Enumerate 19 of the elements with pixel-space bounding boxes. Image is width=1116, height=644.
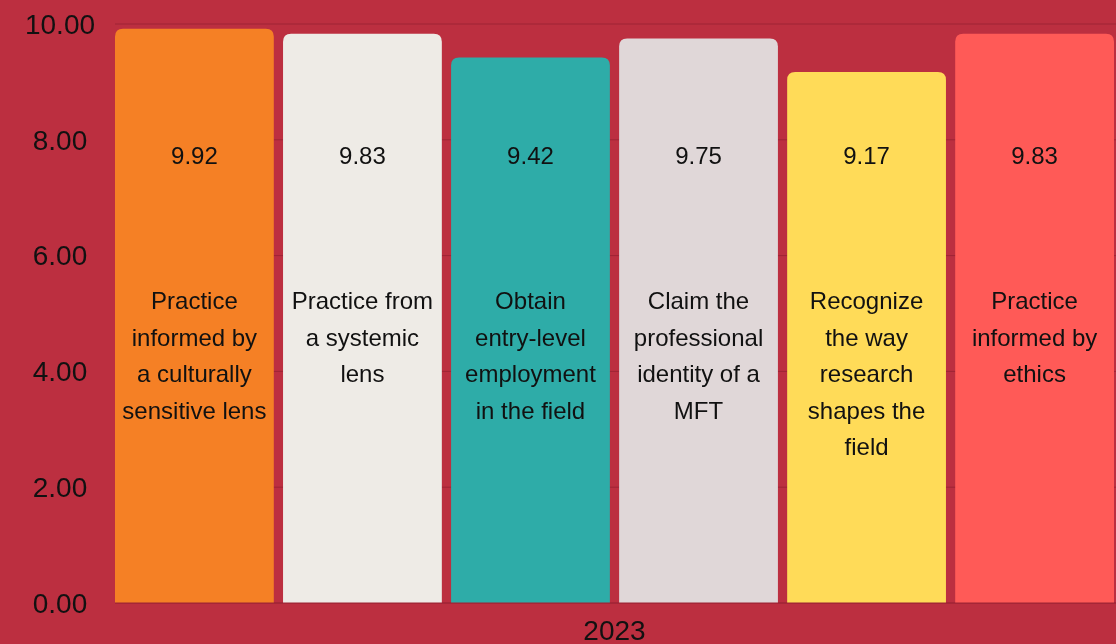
data-label: 9.92: [171, 142, 218, 169]
data-label: 9.17: [843, 142, 890, 169]
data-label: 9.42: [507, 142, 554, 169]
series-label: Practice informed by a culturally sensitive lens: [122, 287, 267, 424]
x-tick-label: 2023: [583, 615, 646, 644]
series-label: Practice from a systemic lens: [291, 287, 434, 387]
series-label: Recognize the way research shapes the field: [807, 287, 926, 460]
data-label: 9.75: [675, 142, 722, 169]
series-label: Practice informed by ethics: [971, 287, 1098, 387]
y-tick-label: 10.00: [24, 8, 96, 40]
y-tick-label: 6.00: [32, 240, 88, 272]
y-tick-label: 2.00: [32, 472, 88, 503]
y-tick-label: 4.00: [32, 356, 88, 388]
y-tick-label: 8.00: [32, 124, 88, 156]
y-tick-label: 0.00: [32, 587, 88, 619]
series-label: Claim the professional identity of a MFT: [633, 287, 764, 424]
data-label: 9.83: [1011, 142, 1058, 169]
data-label: 9.83: [339, 142, 386, 169]
series-label: Obtain entry-level employment in the field: [465, 287, 597, 424]
